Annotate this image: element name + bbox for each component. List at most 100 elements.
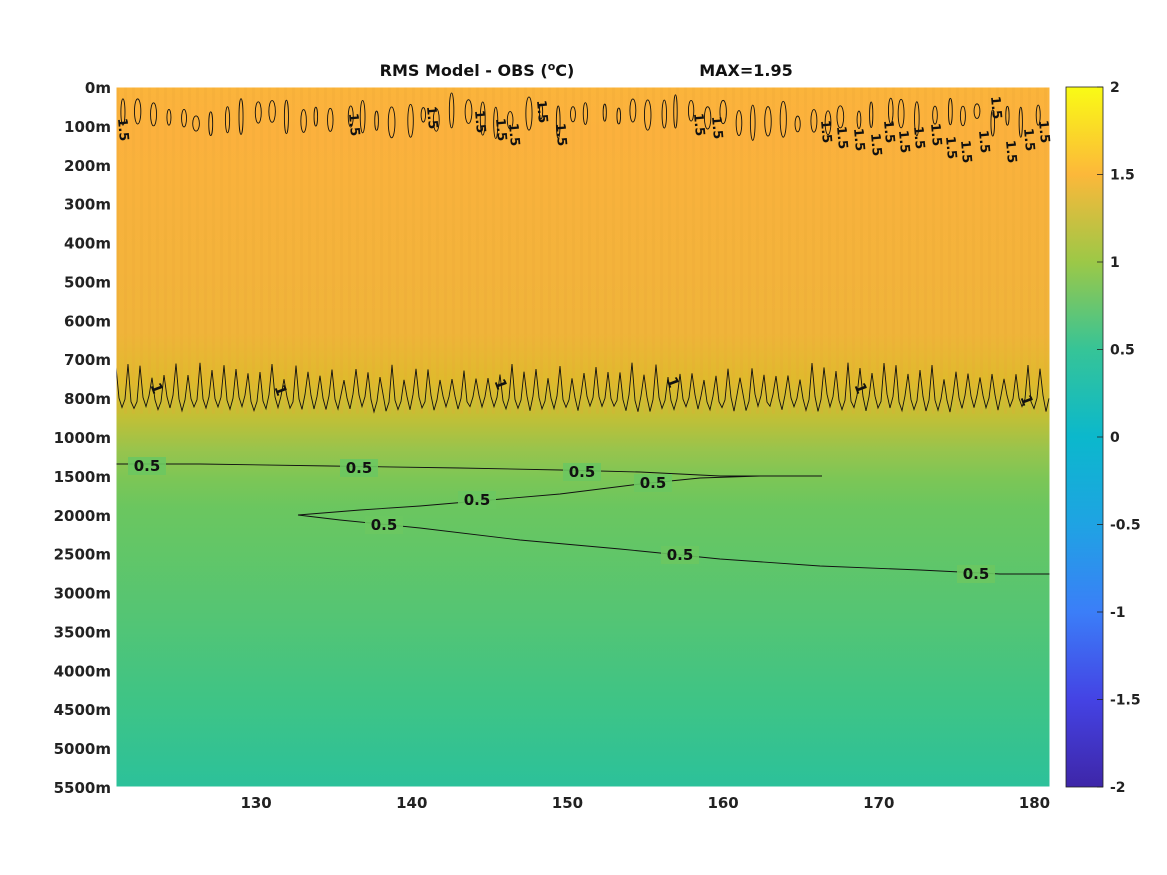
contour-1.5-loop [869, 101, 874, 128]
y-axis: 0m 100m 200m 300m 400m 500m 600m 700m 800m 1000m 1… [54, 79, 111, 797]
heatmap-stripe [692, 87, 695, 414]
x-tick-label: 170 [863, 794, 894, 812]
heatmap-stripe [1020, 87, 1023, 414]
heatmap-stripe [1028, 87, 1031, 414]
contour-1.5-loop [407, 103, 414, 138]
heatmap-stripe [388, 87, 391, 414]
heatmap-stripe [460, 87, 463, 414]
contour-label-bg [634, 474, 672, 492]
contour-label-0.5: 0.5 [667, 546, 694, 564]
heatmap-stripe [908, 87, 911, 414]
heatmap-stripe [1044, 87, 1047, 414]
contour-1.5-loop [192, 115, 200, 132]
contour-1.5-loop [764, 106, 772, 137]
contour-label-1.5: 1.5 [423, 106, 440, 130]
heatmap-stripe [884, 87, 887, 414]
heatmap-stripe [516, 87, 519, 414]
contour-label-1.5: 1.5 [817, 120, 834, 144]
contour-1.5-loop [134, 98, 142, 125]
contour-1.5-loop [897, 98, 905, 129]
colorbar-tick-label: -0.5 [1110, 518, 1141, 534]
heatmap-stripe [116, 87, 119, 414]
heatmap-stripe [148, 87, 151, 414]
contour-1.5-loop [479, 101, 486, 136]
heatmap-stripe [276, 87, 279, 414]
heatmap-stripe [620, 87, 623, 414]
contour-1.5-loop [420, 107, 427, 123]
contour-1.5-loop [166, 109, 172, 126]
contour-1.5-loop [327, 107, 334, 132]
heatmap-stripe [340, 87, 343, 414]
contour-1.5-loop [836, 105, 845, 129]
heatmap-stripe [628, 87, 631, 414]
contour-1.5-loop [238, 98, 244, 135]
contour-1.5-loop [643, 99, 652, 131]
contour-1.5-loop [313, 106, 319, 127]
plot-frame [115, 86, 1051, 788]
heatmap-stripe [548, 87, 551, 414]
heatmap-stripe [332, 87, 335, 414]
contour-1.5-loop [254, 101, 262, 124]
heatmap-stripe [444, 87, 447, 414]
y-tick-label: 1000m [54, 429, 111, 447]
heatmap-stripe [140, 87, 143, 414]
heatmap-stripe [964, 87, 967, 414]
heatmap-stripe [644, 87, 647, 414]
contour-1.5-loop [629, 98, 637, 123]
heatmap-stripe [764, 87, 767, 414]
y-tick-label: 200m [64, 157, 111, 175]
x-tick-label: 150 [552, 794, 583, 812]
y-tick-label: 2500m [54, 546, 111, 564]
contour-1.5-loop [283, 99, 289, 135]
colorbar-tick-label: 2 [1110, 80, 1120, 96]
heatmap-stripe [660, 87, 663, 414]
heatmap-stripe [684, 87, 687, 414]
heatmap-stripe [708, 87, 711, 414]
contour-label-0.5: 0.5 [464, 491, 491, 509]
heatmap-stripe [996, 87, 999, 414]
y-tick-label: 5500m [54, 779, 111, 797]
y-tick-label: 800m [64, 390, 111, 408]
y-tick-label: 3000m [54, 585, 111, 603]
heatmap-stripe [492, 87, 495, 414]
heatmap-stripe [612, 87, 615, 414]
heatmap-stripe [588, 87, 591, 414]
contour-label-1.5: 1.5 [942, 136, 959, 160]
heatmap-stripe [748, 87, 751, 414]
heatmap-stripe [228, 87, 231, 414]
heatmap-stripe [988, 87, 991, 414]
heatmap-stripe [172, 87, 175, 414]
contour-label-1.5: 1.5 [471, 110, 488, 134]
heatmap-stripes [116, 87, 1047, 414]
heatmap-stripe [948, 87, 951, 414]
heatmap-stripe [956, 87, 959, 414]
contour-1.5-loop [914, 101, 920, 137]
contour-1.5-loop [959, 105, 966, 127]
y-tick-label: 4500m [54, 701, 111, 719]
heatmap-stripe [564, 87, 567, 414]
contour-label-bg [128, 457, 166, 475]
contour-1.5-loop [824, 110, 832, 136]
heatmap-stripe [412, 87, 415, 414]
contour-1.5-loop [300, 109, 307, 133]
heatmap-stripe [348, 87, 351, 414]
contour-1.5-loop [749, 104, 756, 141]
heatmap-stripe [932, 87, 935, 414]
contour-1.5-loop [810, 109, 818, 133]
colorbar-tick-label: 0 [1110, 430, 1120, 446]
contour-1.5-loop [555, 105, 561, 139]
heatmap-stripe [900, 87, 903, 414]
contour-1.5-loop [948, 97, 953, 126]
heatmap-stripe [236, 87, 239, 414]
heatmap-stripe [1012, 87, 1015, 414]
heatmap-stripe [1036, 87, 1039, 414]
contour-label-1.5: 1.5 [1002, 140, 1019, 164]
contour-1.5-loop [661, 99, 667, 129]
heatmap-stripe [772, 87, 775, 414]
x-axis: 130 140 150 160 170 180 [240, 794, 1050, 812]
heatmap-stripe [476, 87, 479, 414]
heatmap-stripe [308, 87, 311, 414]
x-tick-label: 140 [396, 794, 427, 812]
heatmap-stripe [940, 87, 943, 414]
